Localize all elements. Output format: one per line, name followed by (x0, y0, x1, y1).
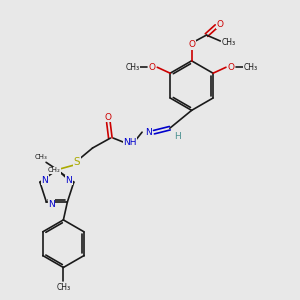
Text: N: N (145, 128, 152, 137)
Text: CH₃: CH₃ (221, 38, 235, 46)
Text: O: O (188, 40, 195, 50)
Text: NH: NH (123, 138, 137, 147)
Text: N: N (65, 176, 72, 185)
Text: CH₂: CH₂ (48, 167, 61, 173)
Text: O: O (227, 63, 234, 72)
Text: O: O (149, 63, 156, 72)
Text: S: S (74, 157, 80, 167)
Text: CH₃: CH₃ (35, 154, 47, 160)
Text: CH₃: CH₃ (125, 63, 140, 72)
Text: H: H (174, 132, 181, 141)
Text: O: O (217, 20, 224, 29)
Text: CH₃: CH₃ (244, 63, 258, 72)
Text: N: N (48, 200, 55, 208)
Text: N: N (41, 176, 48, 185)
Text: O: O (105, 113, 112, 122)
Text: CH₃: CH₃ (56, 283, 70, 292)
